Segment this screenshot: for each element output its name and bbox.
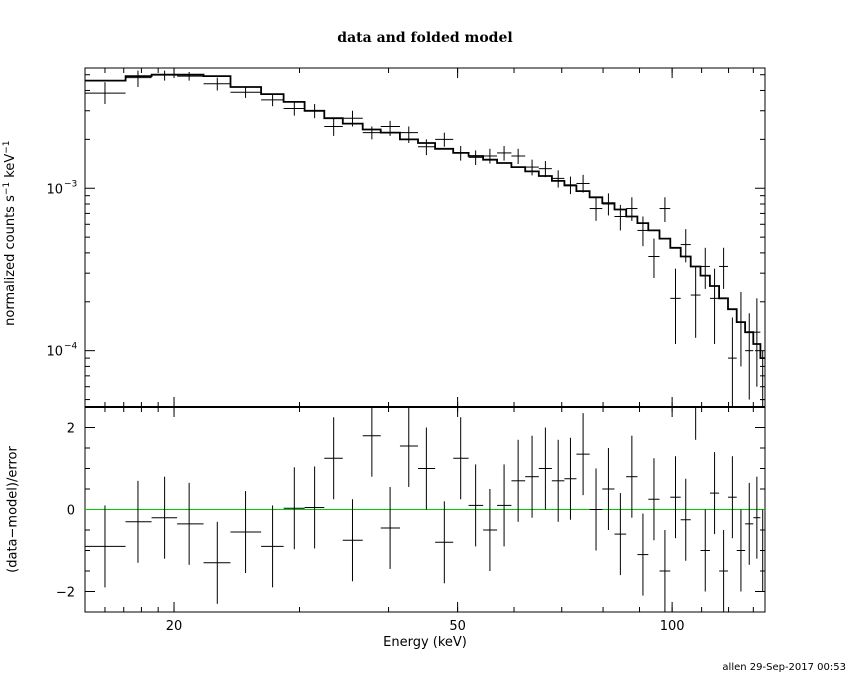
top-y-tick-exponent: −4: [64, 342, 78, 352]
footer-timestamp: allen 29-Sep-2017 00:53: [722, 662, 846, 673]
x-tick-label: 100: [660, 619, 685, 634]
x-axis-label: Energy (keV): [383, 635, 467, 650]
top-y-axis-label: normalized counts s−1 keV−1: [2, 128, 18, 338]
bottom-y-tick-label: −2: [56, 586, 75, 601]
top-y-tick-exponent: −3: [64, 179, 77, 189]
top-panel-frame: [84, 67, 766, 408]
model-step-line: [85, 73, 765, 359]
chart-title: data and folded model: [337, 30, 513, 46]
x-tick-label: 20: [166, 619, 183, 634]
top-y-axis-label-exp2: −1: [1, 140, 12, 154]
top-y-axis-label-mid: keV: [3, 153, 19, 182]
top-y-axis-label-main: normalized counts s: [3, 195, 19, 326]
top-y-axis-label-exp1: −1: [1, 181, 12, 196]
x-tick-label: 50: [449, 619, 466, 634]
top-y-tick-label: 10: [46, 345, 63, 360]
bottom-y-axis-label: (data−model)/error: [5, 446, 21, 573]
bottom-y-tick-label: 0: [67, 504, 75, 519]
bottom-y-tick-label: 2: [67, 422, 75, 437]
top-y-tick-label: 10: [46, 182, 63, 197]
